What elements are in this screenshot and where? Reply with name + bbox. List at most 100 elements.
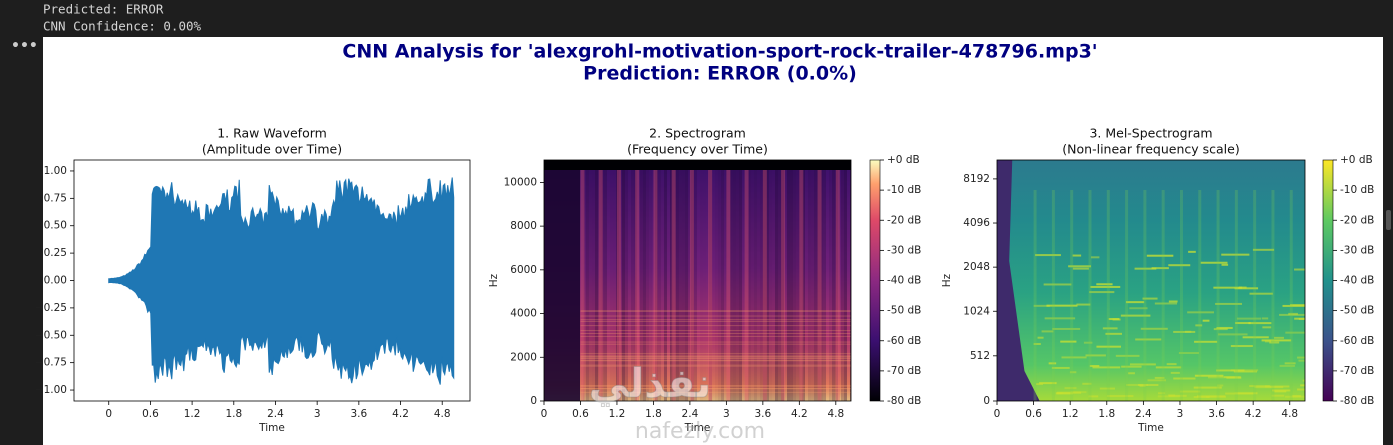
- colorbar-tick-label: -70 dB: [1340, 365, 1374, 377]
- spectrogram-texture: [730, 160, 733, 401]
- spectrogram-texture: [631, 160, 634, 401]
- mel-partial: [1298, 318, 1305, 321]
- y-tick-label: 4000: [510, 308, 537, 320]
- y-tick-label: 8192: [963, 173, 990, 185]
- spectrogram-texture: [721, 160, 724, 401]
- mel-partial: [1187, 311, 1215, 314]
- mel-partial: [1129, 363, 1156, 366]
- spectrogram-top: [544, 160, 851, 170]
- figure-title: CNN Analysis for 'alexgrohl-motivation-s…: [342, 41, 1097, 63]
- mel-partial: [1046, 304, 1078, 307]
- spectrogram-onset: [653, 170, 658, 401]
- spectrogram-harmonic: [580, 360, 851, 362]
- spectrogram-texture: [691, 160, 694, 401]
- mel-partial: [1297, 388, 1305, 391]
- spectrogram-texture: [805, 160, 808, 401]
- spectrogram-texture: [784, 160, 787, 401]
- mel-partial: [1218, 333, 1248, 336]
- spectrogram-texture: [844, 160, 847, 401]
- mel-partial: [1194, 374, 1224, 377]
- mel-partial: [1216, 369, 1245, 372]
- spectrogram-onset: [598, 170, 603, 401]
- spectrogram-texture: [583, 160, 586, 401]
- x-tick-label: 3.6: [350, 408, 367, 420]
- y-tick-label: −1.00: [35, 384, 67, 396]
- mel-partial: [1291, 395, 1302, 398]
- mel-partial: [1089, 365, 1100, 368]
- spectrogram-texture: [601, 160, 604, 401]
- colorbar-tick-label: +0 dB: [887, 154, 920, 166]
- mel-image: [997, 160, 1305, 401]
- mel-partial: [1221, 253, 1250, 256]
- spectrogram-texture: [628, 160, 631, 401]
- spectrogram-texture: [715, 160, 718, 401]
- x-tick-label: 1.2: [184, 408, 201, 420]
- spectrogram-onset: [616, 170, 621, 401]
- colorbar: [1322, 159, 1334, 402]
- mel-partial: [1168, 264, 1191, 267]
- x-tick-label: 4.2: [1245, 408, 1262, 420]
- mel-partial: [1112, 318, 1121, 321]
- mel-partial: [1184, 330, 1192, 333]
- spectrogram-texture: [793, 160, 796, 401]
- mel-onset: [1289, 190, 1293, 401]
- spectrogram-texture: [589, 160, 592, 401]
- mel-partial: [1285, 331, 1305, 334]
- spectrogram-texture: [706, 160, 709, 401]
- colorbar-tick-label: -50 dB: [1340, 305, 1374, 317]
- scrollbar[interactable]: [1386, 210, 1391, 230]
- spectrogram-texture: [598, 160, 601, 401]
- mel-partial: [1302, 379, 1305, 382]
- spectrogram-texture: [580, 160, 583, 401]
- spectrogram-texture: [709, 160, 712, 401]
- spectrogram-harmonic: [580, 325, 851, 327]
- spectrogram-texture: [619, 160, 622, 401]
- mel-partial: [1088, 395, 1099, 398]
- colorbar-tick-label: +0 dB: [1340, 154, 1373, 166]
- x-tick-label: 1.8: [645, 408, 662, 420]
- x-tick-label: 2.4: [267, 408, 284, 420]
- spectrogram-texture: [664, 160, 667, 401]
- spectrogram-texture: [559, 160, 562, 401]
- spectrogram-texture: [616, 160, 619, 401]
- y-tick-label: 1024: [963, 305, 990, 317]
- spectrogram-texture: [790, 160, 793, 401]
- spectrogram-harmonic: [580, 385, 851, 387]
- mel-partial: [1269, 341, 1280, 344]
- mel-partial: [1099, 387, 1115, 390]
- y-tick-label: 0: [530, 395, 537, 407]
- mel-onset: [1070, 190, 1074, 401]
- mel-partial: [1262, 326, 1272, 329]
- spectrogram-onset: [817, 170, 822, 401]
- spectrogram-texture: [661, 160, 664, 401]
- y-tick-label: 4096: [963, 217, 990, 229]
- mel-partial: [1221, 263, 1229, 266]
- x-tick-label: 2.4: [682, 408, 699, 420]
- spectrogram-texture: [547, 160, 550, 401]
- spectrogram-texture: [571, 160, 574, 401]
- mel-onset: [1143, 190, 1147, 401]
- plot-area: [108, 177, 455, 385]
- mel-partial: [1225, 392, 1254, 395]
- spectrogram-harmonic: [580, 320, 851, 322]
- mel-partial: [1157, 392, 1166, 395]
- mel-partial: [1168, 300, 1178, 303]
- x-tick-label: 3: [1177, 408, 1184, 420]
- mel-partial: [1135, 338, 1162, 341]
- mel-partial: [1261, 317, 1269, 320]
- mel-partial: [1120, 314, 1151, 317]
- cell-menu[interactable]: •••: [11, 38, 38, 54]
- spectrogram-texture: [649, 160, 652, 401]
- y-tick-label: 0.50: [44, 220, 67, 232]
- mel-onset: [1271, 190, 1275, 401]
- mel-partial: [1279, 364, 1295, 367]
- spectrogram-texture: [841, 160, 844, 401]
- y-tick-label: 2000: [510, 351, 537, 363]
- mel-partial: [1215, 302, 1242, 305]
- spectrogram-harmonic: [580, 319, 851, 321]
- mel-partial: [1217, 384, 1224, 387]
- spectrogram-texture: [658, 160, 661, 401]
- mel-partial: [1230, 345, 1253, 348]
- spectrogram-texture: [766, 160, 769, 401]
